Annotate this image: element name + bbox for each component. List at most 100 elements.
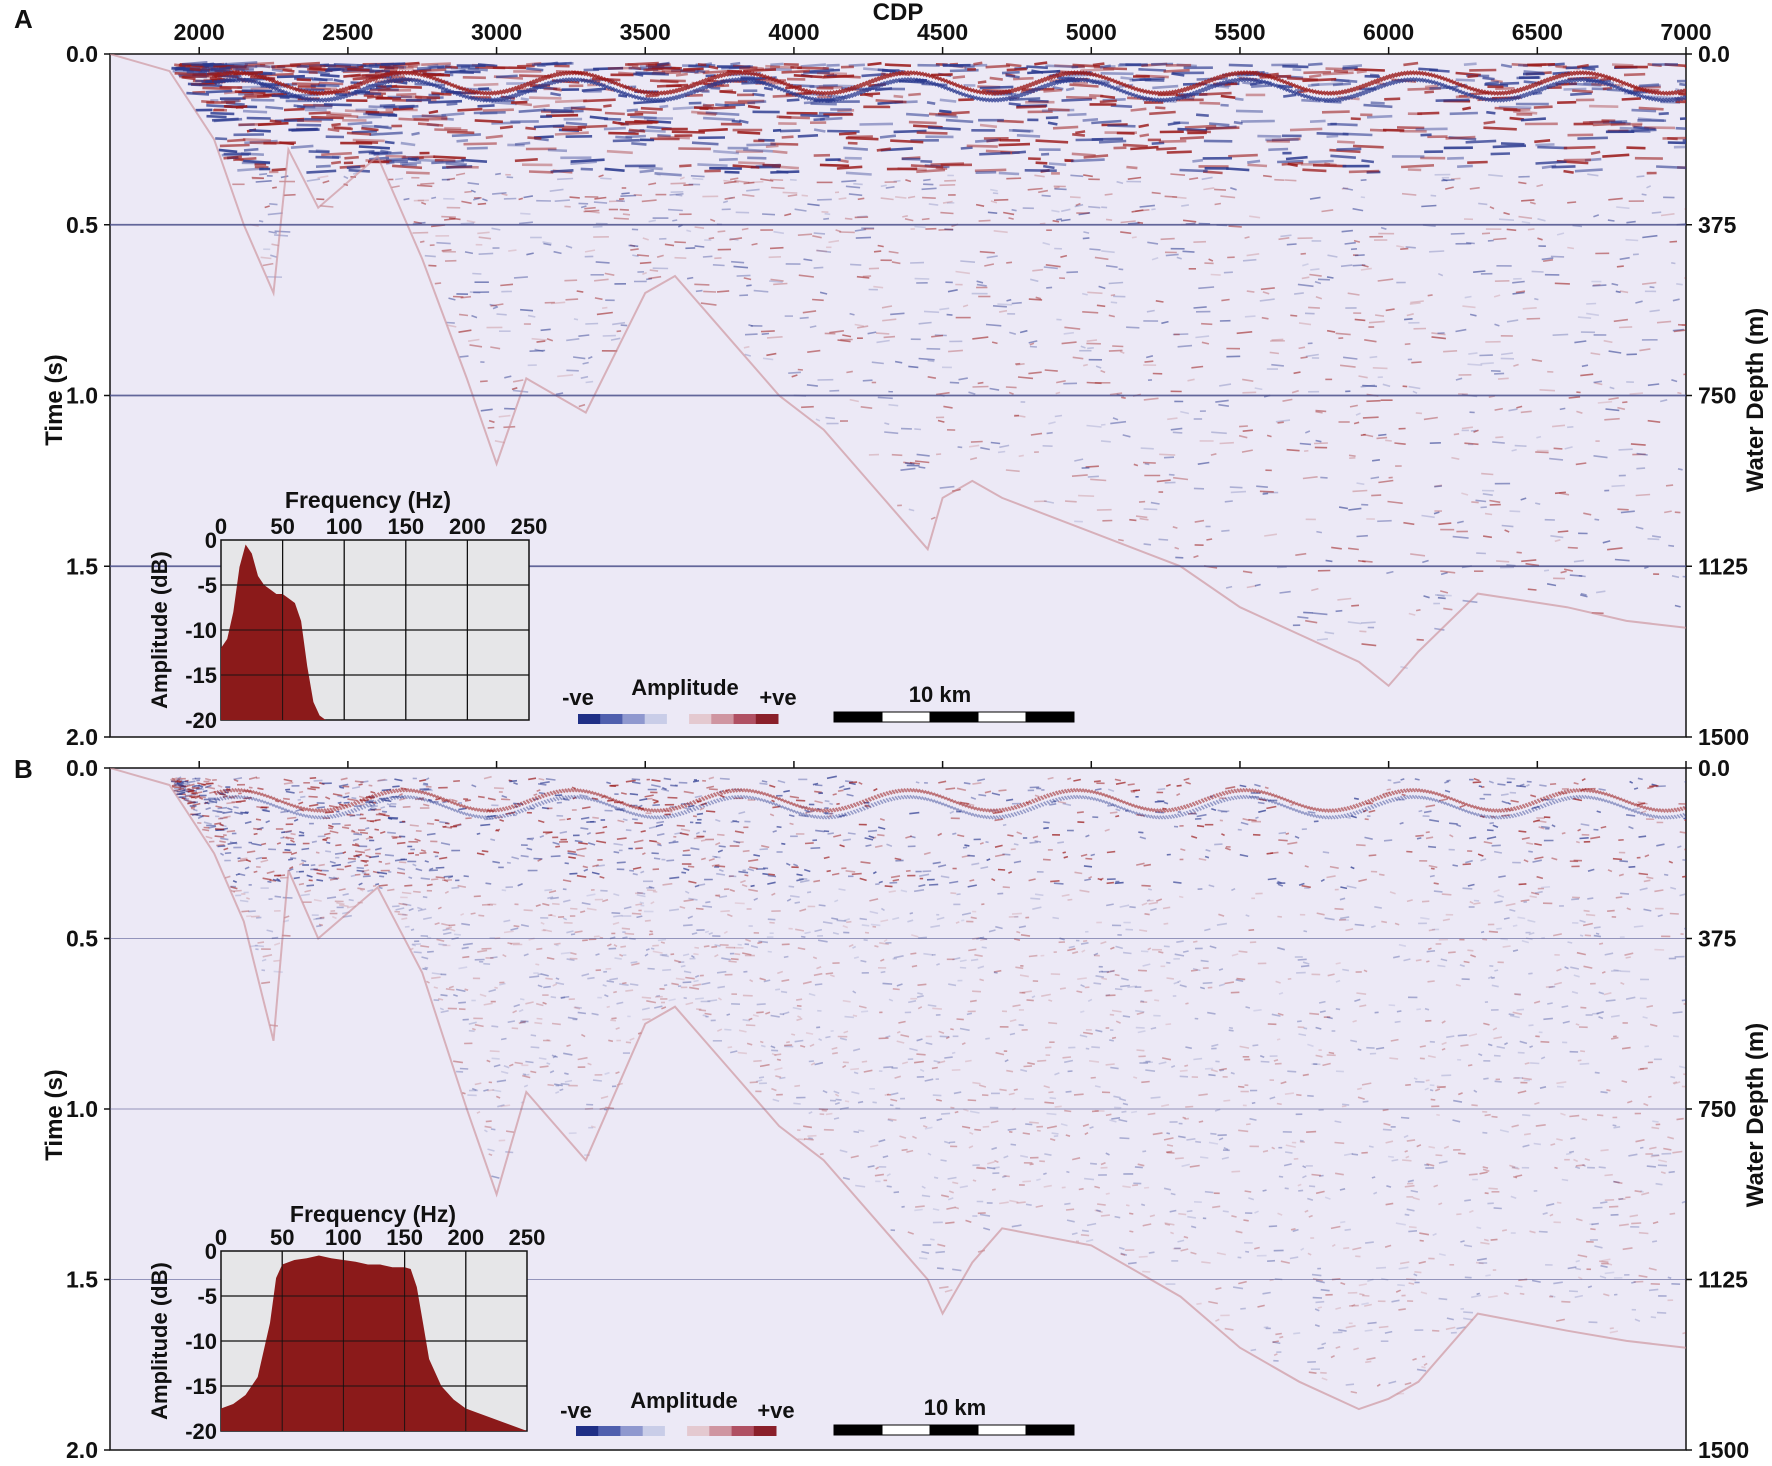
seafloor-reflector	[1482, 89, 1488, 95]
seafloor-reflector	[905, 70, 912, 76]
seafloor-reflector	[578, 70, 584, 76]
seismic-trace	[1267, 877, 1277, 881]
seafloor-reflector	[1595, 78, 1601, 85]
seismic-trace	[625, 989, 634, 992]
seismic-trace	[1626, 220, 1636, 224]
seismic-trace	[1035, 296, 1042, 300]
seismic-trace	[233, 157, 257, 162]
seismic-trace	[916, 168, 946, 174]
seismic-trace	[1061, 97, 1093, 102]
seafloor-reflector	[941, 84, 947, 90]
seismic-trace	[845, 185, 861, 189]
seismic-trace	[1026, 65, 1048, 70]
seismic-trace	[1201, 322, 1213, 326]
seismic-trace	[888, 890, 896, 893]
seafloor-reflector	[813, 90, 819, 96]
seismic-trace	[680, 828, 691, 832]
seafloor-reflector	[1476, 95, 1482, 101]
seismic-trace	[1513, 363, 1519, 367]
seismic-trace	[860, 959, 867, 963]
seismic-trace	[935, 113, 958, 119]
seafloor-reflector	[1322, 97, 1328, 103]
seismic-trace	[1450, 177, 1461, 180]
seismic-trace	[391, 75, 405, 79]
seismic-trace	[1405, 1155, 1410, 1159]
seismic-trace	[1311, 82, 1344, 87]
seismic-trace	[1602, 153, 1630, 158]
seismic-trace	[1029, 345, 1037, 348]
seismic-trace	[877, 833, 885, 837]
seismic-trace	[1166, 961, 1171, 964]
seismic-trace	[624, 932, 635, 935]
seismic-trace	[1043, 1184, 1052, 1188]
seismic-trace	[695, 289, 703, 293]
panel-a-seismic-reflections	[171, 61, 1686, 670]
seafloor-reflector	[632, 94, 638, 100]
seismic-trace	[1146, 355, 1154, 359]
seismic-trace	[1395, 1289, 1402, 1293]
seafloor-reflector	[965, 86, 971, 92]
seismic-trace	[1431, 332, 1446, 336]
seismic-trace	[1005, 386, 1017, 389]
seismic-trace	[1352, 144, 1384, 149]
seafloor-reflector	[1122, 89, 1129, 95]
inset-y-tick-label: -15	[185, 663, 217, 688]
seismic-trace	[461, 200, 472, 205]
seafloor-reflector	[899, 70, 906, 76]
seismic-trace	[526, 62, 542, 66]
seafloor-reflector	[421, 72, 427, 78]
seismic-trace	[1039, 222, 1046, 225]
seafloor-reflector	[1128, 84, 1135, 91]
seismic-trace	[1444, 789, 1451, 793]
seismic-trace	[493, 787, 504, 790]
seafloor-reflector	[1342, 88, 1349, 95]
seismic-trace	[1045, 64, 1079, 69]
seismic-trace	[336, 901, 345, 906]
seafloor-reflector	[1200, 80, 1206, 86]
panel-a-inset-y-axis: 0-5-10-15-20	[185, 528, 217, 733]
seafloor-reflector	[959, 91, 965, 97]
seafloor-reflector	[923, 72, 929, 78]
seismic-trace	[1088, 205, 1101, 209]
seismic-trace	[1345, 928, 1354, 932]
seismic-trace	[354, 780, 364, 783]
seismic-trace	[1619, 256, 1630, 261]
seismic-trace	[1488, 174, 1503, 177]
seafloor-reflector	[655, 97, 662, 103]
seismic-trace	[1041, 194, 1051, 197]
seismic-trace	[1106, 881, 1114, 885]
seismic-trace	[1100, 369, 1106, 374]
seafloor-reflector	[1194, 82, 1200, 89]
seafloor-reflector	[373, 82, 379, 88]
seismic-trace	[1294, 835, 1300, 839]
seafloor-reflector	[733, 77, 739, 83]
seafloor-reflector	[1069, 77, 1075, 83]
seismic-trace	[1656, 165, 1686, 170]
seismic-trace	[380, 62, 401, 66]
seismic-trace	[636, 915, 643, 919]
seismic-trace	[1357, 559, 1366, 563]
seismic-trace	[855, 236, 872, 239]
seismic-trace	[1435, 1088, 1441, 1092]
seismic-trace	[1415, 412, 1423, 415]
seismic-trace	[838, 197, 847, 200]
seismic-trace	[1127, 176, 1142, 180]
seismic-trace	[282, 68, 295, 73]
seismic-trace	[572, 356, 586, 360]
seafloor-reflector	[1030, 81, 1036, 87]
seismic-trace	[392, 164, 423, 170]
seismic-trace	[809, 84, 838, 89]
seismic-trace	[1045, 116, 1059, 120]
seismic-trace	[1498, 105, 1532, 109]
seismic-trace	[274, 234, 289, 237]
seismic-trace	[595, 831, 605, 835]
seafloor-reflector	[721, 78, 727, 85]
seismic-trace	[813, 232, 826, 235]
seismic-trace	[467, 182, 480, 185]
seafloor-reflector	[962, 92, 968, 98]
seismic-trace	[1156, 147, 1177, 151]
seismic-trace	[457, 107, 483, 112]
colorbar-swatch	[644, 714, 668, 724]
seismic-trace	[1157, 788, 1166, 791]
seismic-trace	[1225, 786, 1236, 790]
